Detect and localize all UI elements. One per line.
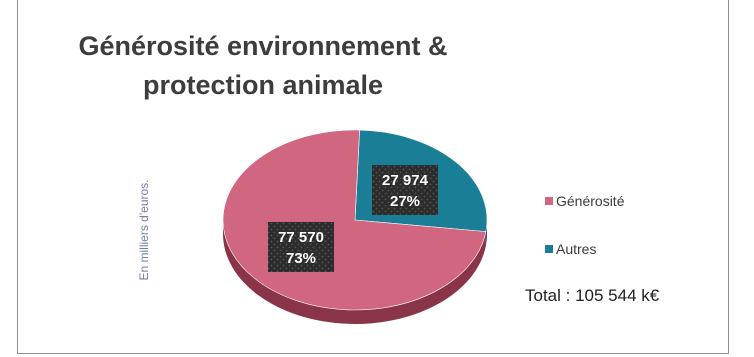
legend-item-autres: Autres bbox=[545, 241, 596, 257]
data-label-box-autres bbox=[372, 165, 438, 215]
chart-title: Générosité environnement & protection an… bbox=[28, 27, 498, 105]
legend-label-generosite: Générosité bbox=[556, 193, 625, 209]
legend-swatch-generosite bbox=[545, 197, 553, 205]
legend-label-autres: Autres bbox=[556, 241, 597, 257]
data-label-percent-generosite: 73% bbox=[286, 250, 316, 267]
data-label-value-autres: 27 974 bbox=[382, 172, 429, 189]
data-label-box-generosite bbox=[268, 222, 334, 272]
legend-item-generosite: Générosité bbox=[545, 193, 624, 209]
pie-data-labels: 27 974 27% 77 570 73% bbox=[268, 165, 438, 272]
chart-title-line-2: protection animale bbox=[142, 70, 384, 100]
chart-title-line-1: Générosité environnement & bbox=[78, 31, 448, 61]
total-note: Total : 105 544 k€ bbox=[525, 286, 660, 305]
legend-swatch-autres bbox=[545, 245, 553, 253]
data-label-value-generosite: 77 570 bbox=[278, 229, 324, 246]
pie-top bbox=[222, 129, 488, 311]
data-label-percent-autres: 27% bbox=[390, 193, 420, 210]
